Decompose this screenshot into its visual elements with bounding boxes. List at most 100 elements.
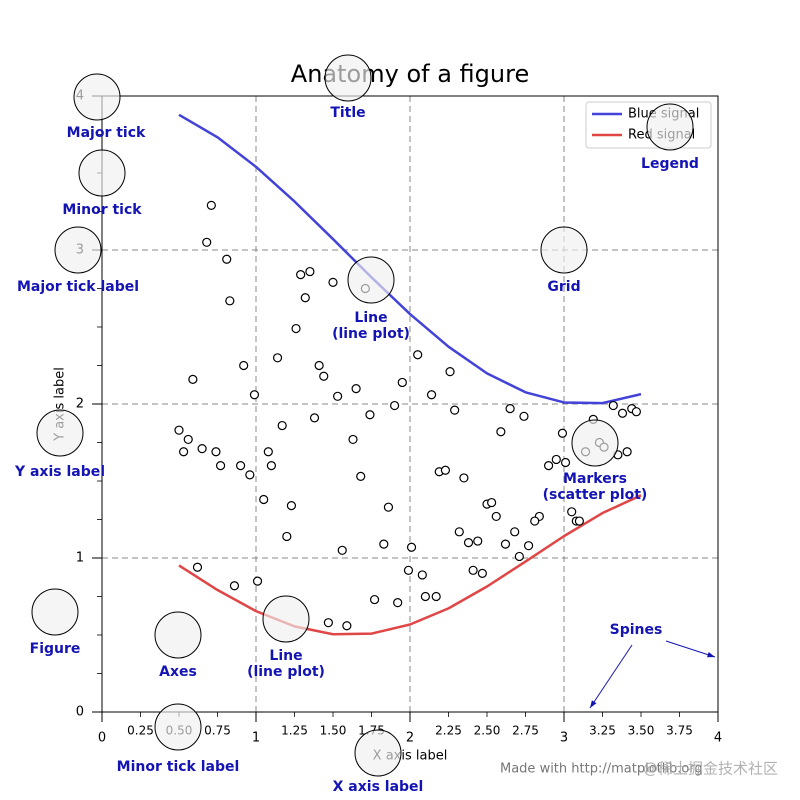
scatter-marker <box>413 350 423 360</box>
scatter-marker <box>222 254 232 264</box>
scatter-marker <box>286 501 297 511</box>
scatter-marker <box>333 391 343 401</box>
annotation-circle <box>347 256 395 304</box>
scatter-marker <box>551 454 561 465</box>
scatter-marker <box>445 367 455 377</box>
scatter-marker <box>487 497 497 508</box>
scatter-marker <box>543 461 554 471</box>
scatter-marker <box>342 621 352 631</box>
annotation-label: Axes <box>159 664 197 680</box>
annotation-label: Major tick <box>67 125 146 141</box>
scatter-marker <box>263 447 273 457</box>
scatter-marker <box>622 447 632 457</box>
annotation-circle <box>354 729 402 777</box>
scatter-marker <box>477 568 487 579</box>
scatter-marker <box>403 565 414 575</box>
x-tick-label: 2 <box>406 731 414 746</box>
annotation-label: Minor tick label <box>117 759 240 775</box>
annotation-label: Major tick label <box>17 279 139 295</box>
scatter-marker <box>530 516 540 526</box>
scatter-marker <box>300 293 310 303</box>
scatter-marker <box>390 400 400 411</box>
x-tick-label: 4 <box>714 731 722 746</box>
scatter-marker <box>369 594 380 605</box>
scatter-marker <box>282 531 292 542</box>
line-series <box>178 113 642 405</box>
arrow-head <box>590 700 597 708</box>
annotation-label: X axis label <box>333 779 424 795</box>
scatter-marker <box>179 447 189 457</box>
scatter-marker <box>454 527 464 537</box>
annotation-circle <box>540 226 588 274</box>
scatter-marker <box>314 360 324 371</box>
annotation-label: (scatter plot) <box>543 487 648 503</box>
x-minor-tick-label: 2.25 <box>435 724 462 738</box>
scatter-marker <box>505 404 515 414</box>
scatter-marker <box>523 541 534 551</box>
annotation-circle <box>31 588 79 636</box>
scatter-marker <box>272 353 283 363</box>
scatter-marker <box>440 465 451 475</box>
scatter-marker <box>319 371 329 381</box>
annotation-circle <box>54 226 102 274</box>
x-minor-tick-label: 2.75 <box>512 724 539 738</box>
scatter-marker <box>202 237 212 247</box>
scatter-marker <box>417 570 427 580</box>
scatter-marker <box>183 434 193 445</box>
scatter-marker <box>617 408 628 418</box>
x-minor-tick-label: 1.25 <box>281 724 308 738</box>
watermark: @稀土掘金技术社区 <box>643 760 778 778</box>
annotation-arrow <box>589 644 633 709</box>
scatter-marker <box>510 527 520 537</box>
line-series <box>178 494 642 636</box>
scatter-marker <box>468 565 478 575</box>
scatter-marker <box>188 374 198 384</box>
scatter-marker <box>463 537 474 548</box>
annotation-label: Spines <box>610 622 663 638</box>
scatter-marker <box>328 277 338 287</box>
scatter-marker <box>236 461 246 471</box>
scatter-marker <box>450 405 460 415</box>
scatter-marker <box>356 471 366 481</box>
scatter-marker <box>291 323 301 334</box>
annotation-circle <box>154 703 202 751</box>
x-minor-tick-label: 3.75 <box>666 724 693 738</box>
scatter-marker <box>426 390 437 400</box>
scatter-marker <box>259 494 269 505</box>
scatter-marker <box>351 384 361 394</box>
x-tick-label: 0 <box>98 731 106 746</box>
scatter-marker <box>192 562 203 572</box>
scatter-marker <box>365 410 375 420</box>
annotation-circle <box>78 149 126 197</box>
scatter-marker <box>459 473 469 483</box>
scatter-marker <box>473 536 483 546</box>
scatter-marker <box>296 270 306 280</box>
scatter-marker <box>379 539 389 549</box>
scatter-marker <box>245 470 255 480</box>
annotation-label: (line plot) <box>332 326 410 342</box>
annotation-arrow <box>665 640 716 658</box>
annotation-circle <box>154 611 202 659</box>
scatter-marker <box>519 411 529 421</box>
y-tick-label: 0 <box>76 705 84 720</box>
scatter-marker <box>277 420 287 431</box>
scatter-marker <box>420 591 430 602</box>
scatter-marker <box>500 539 511 549</box>
annotation-circle <box>571 419 619 467</box>
scatter-marker <box>608 400 618 411</box>
annotation-label: Grid <box>547 279 580 295</box>
scatter-marker <box>225 296 235 306</box>
scatter-marker <box>406 542 417 552</box>
annotation-label: Line <box>354 310 387 326</box>
scatter-marker <box>631 407 641 417</box>
annotation-label: Figure <box>30 641 81 657</box>
annotation-label: Markers <box>563 471 627 487</box>
scatter-marker <box>197 444 207 454</box>
scatter-marker <box>560 457 571 468</box>
x-minor-tick-label: 0.75 <box>204 724 231 738</box>
x-minor-tick-label: 1.50 <box>320 724 347 738</box>
scatter-marker <box>337 545 347 555</box>
annotation-label: Minor tick <box>62 202 142 218</box>
scatter-marker <box>249 390 260 400</box>
